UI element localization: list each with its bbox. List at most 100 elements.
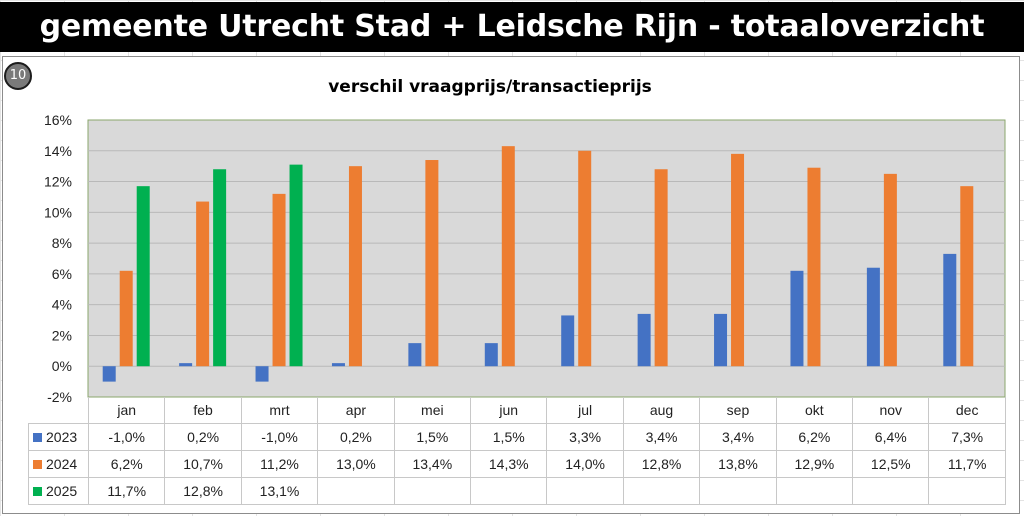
bar-2024-jul (578, 150, 592, 367)
y-tick-label: 12% (44, 174, 72, 190)
bar-2025-feb (213, 169, 227, 367)
data-label: 6,2% (775, 423, 854, 451)
bar-2024-mrt (272, 193, 286, 367)
data-label: 0,2% (317, 423, 395, 451)
data-label: 13,4% (393, 450, 472, 478)
data-label: 12,9% (775, 450, 854, 478)
data-label: 3,4% (622, 423, 701, 451)
data-label: 12,5% (852, 450, 930, 478)
bar-2024-nov (883, 173, 897, 367)
bar-2024-okt (807, 167, 821, 367)
data-label: -1,0% (87, 423, 166, 451)
legend-swatch (33, 433, 42, 442)
y-tick-label: 6% (52, 266, 72, 282)
data-label: 13,0% (317, 450, 395, 478)
page-title: gemeente Utrecht Stad + Leidsche Rijn - … (0, 2, 1024, 52)
y-tick-label: -2% (47, 389, 72, 405)
bar-2023-jul (561, 315, 575, 367)
table-row: 2023 -1,0% 0,2% -1,0% 0,2% 1,5% 1,5% 3,3% 3,4% 3,… (28, 423, 1006, 451)
x-tick-label: feb (164, 397, 242, 424)
x-tick-label: jul (546, 397, 624, 424)
data-label: 13,8% (699, 450, 777, 478)
data-label (852, 477, 930, 505)
data-label: 10,7% (164, 450, 242, 478)
data-label: 12,8% (622, 450, 701, 478)
bar-2023-jun (484, 343, 498, 367)
bar-2023-jan (102, 366, 116, 382)
bar-2024-feb (196, 201, 210, 367)
data-label (546, 477, 624, 505)
x-tick-label: aug (622, 397, 701, 424)
data-label: 11,7% (87, 477, 166, 505)
table-header-row: jan feb mrt apr mei jun jul aug sep okt nov dec (29, 397, 1006, 424)
data-label (393, 477, 472, 505)
bar-2025-mrt (289, 164, 303, 367)
data-label: 12,8% (164, 477, 242, 505)
data-label: 6,4% (852, 423, 930, 451)
data-label: 1,5% (470, 423, 548, 451)
data-label: 11,7% (928, 450, 1006, 478)
data-label (928, 477, 1006, 505)
bar-2023-mrt (255, 366, 269, 382)
bar-2024-jan (119, 270, 133, 367)
series-name: 2025 (46, 483, 78, 499)
bar-2024-aug (654, 169, 668, 367)
data-label (470, 477, 548, 505)
y-tick-label: 2% (52, 327, 72, 343)
bar-2023-mei (408, 343, 422, 367)
data-label: 3,4% (699, 423, 777, 451)
data-label: 11,2% (240, 450, 319, 478)
data-label: -1,0% (240, 423, 319, 451)
x-tick-label: jun (470, 397, 548, 424)
x-tick-label: nov (852, 397, 930, 424)
data-label: 14,0% (546, 450, 624, 478)
legend-swatch (33, 487, 42, 496)
plot-area (87, 119, 1006, 398)
legend-entry: 2025 (28, 477, 89, 505)
x-tick-label: okt (775, 397, 854, 424)
x-tick-label: mei (393, 397, 472, 424)
bar-2024-apr (348, 166, 362, 367)
y-tick-label: 0% (52, 358, 72, 374)
y-tick-label: 4% (52, 297, 72, 313)
data-label (622, 477, 701, 505)
data-table: jan feb mrt apr mei jun jul aug sep okt nov dec 2023… (28, 397, 1006, 505)
bar-2024-dec (960, 186, 974, 367)
bar-2023-nov (866, 267, 880, 367)
x-tick-label: sep (699, 397, 777, 424)
data-label: 6,2% (87, 450, 166, 478)
bar-2023-apr (331, 363, 345, 367)
legend-entry: 2023 (28, 423, 89, 451)
bar-2023-dec (943, 253, 957, 367)
bar-2023-sep (714, 313, 728, 367)
data-label: 3,3% (546, 423, 624, 451)
x-tick-label: apr (317, 397, 395, 424)
data-label: 14,3% (470, 450, 548, 478)
bar-2023-okt (790, 270, 804, 367)
y-tick-label: 14% (44, 143, 72, 159)
legend-entry: 2024 (28, 450, 89, 478)
series-name: 2023 (46, 429, 78, 445)
x-tick-label: jan (87, 397, 166, 424)
data-label (317, 477, 395, 505)
series-name: 2024 (46, 456, 78, 472)
data-label: 7,3% (928, 423, 1006, 451)
table-corner (29, 397, 89, 424)
legend-swatch (33, 460, 42, 469)
data-label (775, 477, 854, 505)
x-tick-label: mrt (240, 397, 319, 424)
slide-number-badge: 10 (4, 62, 32, 90)
x-tick-label: dec (928, 397, 1006, 424)
data-label (699, 477, 777, 505)
bar-2025-jan (136, 186, 150, 367)
bar-2023-feb (179, 363, 193, 367)
chart-title: verschil vraagprijs/transactieprijs (328, 77, 652, 97)
bar-2024-mei (425, 160, 439, 367)
data-label: 1,5% (393, 423, 472, 451)
table-row: 2024 6,2% 10,7% 11,2% 13,0% 13,4% 14,3% 14,0% 12… (28, 450, 1006, 478)
bar-2023-aug (637, 313, 651, 367)
table-row: 2025 11,7% 12,8% 13,1% (28, 477, 1006, 505)
y-tick-label: 8% (52, 235, 72, 251)
data-label: 13,1% (240, 477, 319, 505)
